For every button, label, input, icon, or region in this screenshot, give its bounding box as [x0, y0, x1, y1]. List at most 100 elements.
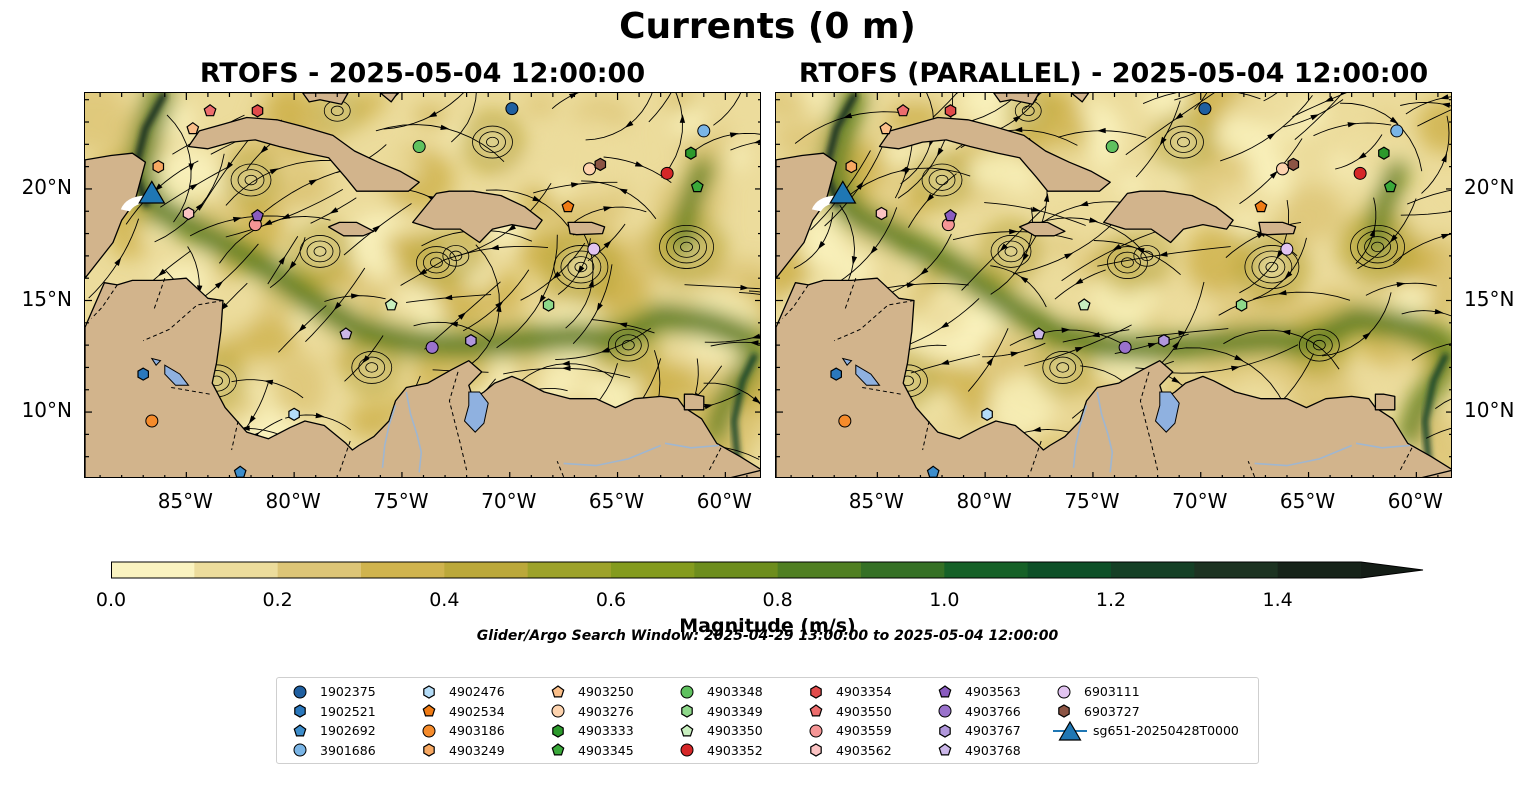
glider-marker[interactable]	[829, 180, 857, 204]
legend-item-label: sg651-20250428T0000	[1093, 723, 1239, 739]
float-marker-6903727[interactable]	[1287, 157, 1300, 172]
legend-item-label: 1902521	[320, 703, 376, 719]
float-marker-3901686[interactable]	[1390, 124, 1404, 138]
float-marker-4903550[interactable]	[896, 104, 910, 117]
panel-title-rtofs: RTOFS - 2025-05-04 12:00:00	[199, 58, 646, 89]
float-marker-4903354[interactable]	[251, 104, 264, 118]
legend-item-label: 4903354	[836, 684, 892, 700]
legend-item: 1902692	[289, 721, 376, 741]
float-marker-1902375[interactable]	[1198, 102, 1212, 116]
lon-tick-label: 80°W	[956, 489, 1012, 513]
legend-item-label: 4903562	[836, 742, 892, 758]
float-marker-4903186[interactable]	[145, 414, 159, 428]
legend-item: sg651-20250428T0000	[1053, 720, 1239, 741]
hexagon-marker-icon	[552, 724, 564, 738]
float-marker-4903349[interactable]	[542, 298, 555, 312]
float-marker-4903345[interactable]	[690, 179, 704, 193]
float-marker-4902476[interactable]	[981, 407, 993, 421]
hexagon-marker-icon	[810, 685, 822, 699]
legend-item-label: 6903111	[1084, 684, 1140, 700]
colorbar-tick-label: 0.0	[95, 589, 127, 611]
float-marker-4903768[interactable]	[339, 327, 353, 340]
lat-tick-label-right: 10°N	[1464, 398, 1515, 423]
circle-marker-icon	[422, 724, 436, 738]
float-marker-4903562[interactable]	[875, 206, 888, 221]
legend-item: 1902375	[289, 682, 376, 702]
float-marker-4903767[interactable]	[465, 334, 477, 348]
float-marker-4903250[interactable]	[879, 121, 893, 135]
float-marker-4903766[interactable]	[425, 340, 439, 354]
float-marker-4903354[interactable]	[944, 104, 957, 118]
legend-item-label: 4903766	[965, 703, 1021, 719]
glider-marker[interactable]	[138, 180, 166, 204]
float-marker-4903350[interactable]	[1077, 298, 1091, 311]
colorbar-segment	[944, 562, 1029, 578]
float-marker-1902692[interactable]	[926, 465, 940, 477]
legend-column: 4903354 4903550 4903559 4903562	[805, 682, 892, 760]
triangle-marker-icon	[1053, 720, 1087, 741]
legend-item-label: 4902476	[449, 684, 505, 700]
float-marker-4902534[interactable]	[1254, 200, 1268, 213]
legend-column: 4903563 4903766 4903767 4903768	[934, 682, 1021, 760]
lon-tick-label: 85°W	[848, 489, 904, 513]
legend-item: 4903276	[547, 702, 634, 722]
hexagon-marker-icon	[294, 704, 306, 718]
float-marker-4903767[interactable]	[1158, 334, 1170, 348]
float-marker-6903727[interactable]	[594, 157, 607, 172]
colorbar-segment	[444, 562, 529, 578]
float-marker-4903563[interactable]	[251, 208, 264, 222]
float-marker-4903333[interactable]	[685, 146, 697, 160]
map-panel-rtofs-parallel[interactable]	[775, 92, 1452, 478]
colorbar-segment	[277, 562, 362, 578]
float-marker-4903550[interactable]	[203, 104, 217, 117]
float-marker-4903186[interactable]	[838, 414, 852, 428]
float-marker-1902375[interactable]	[505, 102, 519, 116]
colorbar-segment	[361, 562, 445, 578]
float-marker-3901686[interactable]	[697, 124, 711, 138]
legend: 1902375 1902521 1902692 3901686 4902476 49025…	[276, 677, 1259, 764]
float-marker-4903249[interactable]	[845, 159, 858, 174]
float-marker-1902692[interactable]	[233, 465, 247, 477]
float-marker-6903111[interactable]	[1280, 242, 1294, 256]
float-marker-4903562[interactable]	[182, 206, 195, 221]
circle-marker-icon	[809, 724, 823, 738]
hexagon-marker-icon	[939, 724, 951, 738]
float-marker-4903333[interactable]	[1378, 146, 1390, 160]
float-marker-4903250[interactable]	[186, 121, 200, 135]
search-window-note: Glider/Argo Search Window: 2025-04-29 13…	[476, 628, 1059, 644]
legend-item-label: 4903563	[965, 684, 1021, 700]
float-marker-4903349[interactable]	[1235, 298, 1248, 312]
lon-tick-label: 60°W	[1387, 489, 1443, 513]
float-marker-4902534[interactable]	[561, 200, 575, 213]
legend-item: 4903249	[418, 741, 505, 761]
float-marker-4903563[interactable]	[944, 208, 957, 222]
float-marker-4903352[interactable]	[1353, 166, 1367, 180]
pentagon-marker-icon	[680, 724, 694, 737]
colorbar-segment	[861, 562, 945, 578]
float-marker-1902521[interactable]	[137, 367, 150, 381]
circle-marker-icon	[551, 704, 565, 718]
float-marker-4903249[interactable]	[152, 159, 165, 174]
float-marker-4903345[interactable]	[1383, 179, 1397, 193]
float-marker-4903276[interactable]	[583, 162, 597, 176]
float-marker-1902521[interactable]	[830, 367, 843, 381]
float-marker-4903350[interactable]	[384, 298, 398, 311]
colorbar-tick-label: 1.0	[929, 589, 960, 611]
hexagon-marker-icon	[423, 685, 435, 699]
circle-marker-icon	[293, 685, 307, 699]
float-marker-4903348[interactable]	[1105, 140, 1119, 154]
legend-item-label: 4903768	[965, 742, 1021, 758]
float-marker-4903276[interactable]	[1276, 162, 1290, 176]
float-marker-4903352[interactable]	[660, 166, 674, 180]
legend-item: 4903559	[805, 721, 892, 741]
pentagon-marker-icon	[809, 704, 823, 717]
map-panel-rtofs[interactable]	[84, 92, 761, 478]
float-marker-4903768[interactable]	[1032, 327, 1046, 340]
float-marker-4903348[interactable]	[412, 140, 426, 154]
float-marker-4903766[interactable]	[1118, 340, 1132, 354]
colorbar-segment	[1027, 562, 1112, 578]
float-marker-6903111[interactable]	[587, 242, 601, 256]
colorbar-segment	[194, 562, 279, 578]
figure-title: Currents (0 m)	[619, 6, 916, 47]
float-marker-4902476[interactable]	[288, 407, 300, 421]
